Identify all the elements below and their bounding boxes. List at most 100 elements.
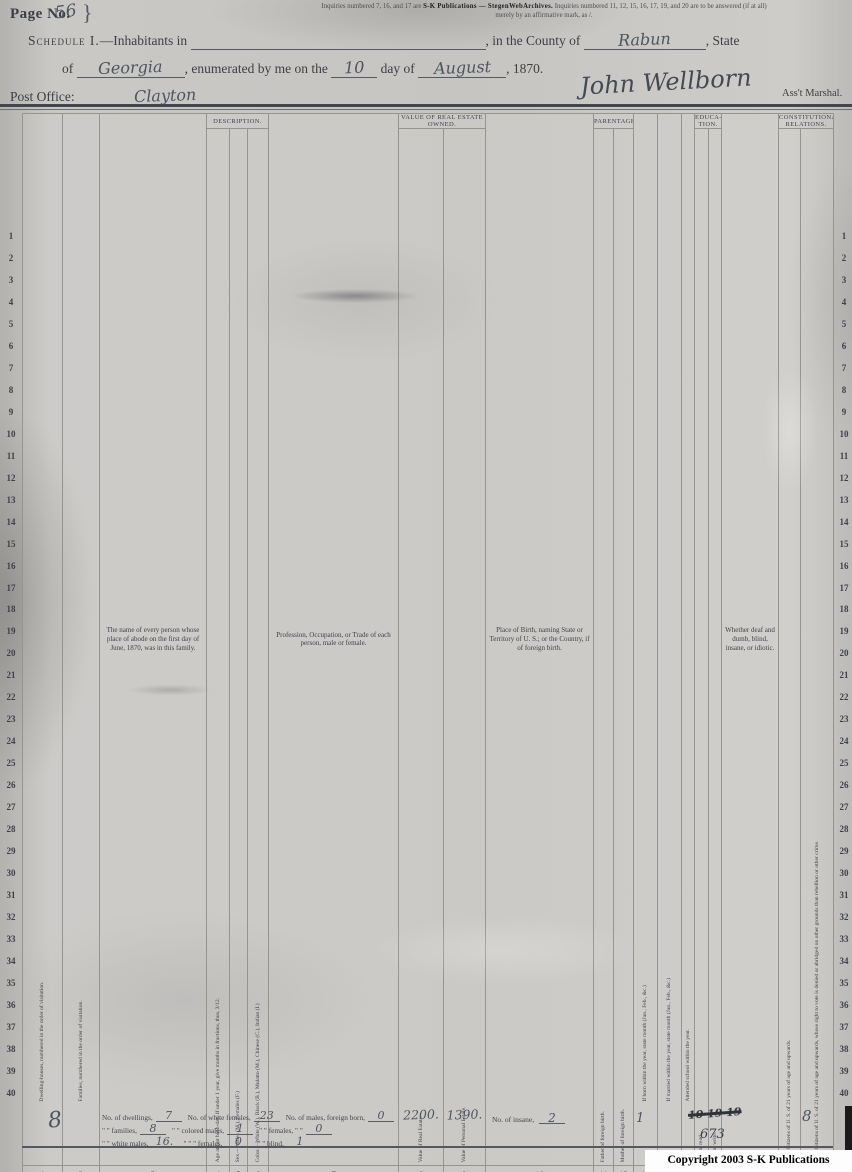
- footer-summary-line: No. of dwellings, 7 No. of white females, 2…: [102, 1110, 432, 1122]
- footer-grid-line: [22, 1105, 23, 1146]
- header-rule-2: [0, 109, 852, 110]
- column-heading-14: If married within the year, state month …: [657, 113, 683, 1166]
- month-blank: August: [418, 57, 507, 78]
- footer-grid-line: [613, 1105, 614, 1146]
- row-number: 28: [839, 824, 849, 835]
- group-heading-education: Educa-tion.: [694, 112, 723, 130]
- footer-grid-line: [778, 1105, 779, 1146]
- row-number: 31: [6, 890, 16, 901]
- row-number: 29: [6, 846, 16, 857]
- row-number: 21: [839, 670, 849, 681]
- row-number: 35: [839, 977, 849, 988]
- row-number: 8: [8, 384, 14, 395]
- footer-summary-value: 16.: [151, 1136, 178, 1148]
- row-number: 30: [839, 868, 849, 879]
- year-text: , 1870.: [506, 61, 544, 76]
- row-number: 36: [839, 999, 849, 1010]
- row-number: 39: [839, 1065, 849, 1076]
- column-heading-11: Father of foreign birth.: [593, 128, 615, 1166]
- footer-summary-label: No. of males, foreign born,: [285, 1113, 365, 1122]
- row-number: 22: [6, 692, 16, 703]
- row-number: 26: [6, 780, 16, 791]
- schedule-line: Schedule I.—Inhabitants in , in the Coun…: [28, 29, 848, 50]
- row-number: 2: [841, 252, 847, 263]
- footer-margin-mark: 8: [46, 1107, 64, 1134]
- footer-grid-line: [800, 1105, 801, 1146]
- row-number: 17: [6, 582, 16, 593]
- row-number: 33: [839, 934, 849, 944]
- row-number: 29: [839, 846, 849, 857]
- row-number: 9: [8, 406, 14, 417]
- day-of-label: day of: [380, 61, 415, 76]
- footer-grid-line: [633, 1105, 634, 1146]
- row-number: 28: [6, 824, 16, 835]
- enumerated-text: , enumerated by me on the: [184, 61, 328, 76]
- row-number: 5: [8, 318, 14, 329]
- day-value: 10: [343, 57, 365, 78]
- column-heading-1: Dwelling-houses, numbered in the order o…: [22, 113, 63, 1166]
- page-header: Page No. 56 } Inquiries numbered 7, 16, …: [0, 0, 852, 112]
- footer-grid-line: [721, 1105, 722, 1146]
- state-blank: Georgia: [76, 56, 185, 79]
- struck-scribble: 10 19 19: [687, 1105, 742, 1122]
- row-number: 13: [839, 494, 849, 505]
- row-number: 10: [6, 428, 16, 439]
- row-number: 6: [841, 340, 847, 351]
- footer-grid-line: [657, 1105, 658, 1146]
- row-number: 23: [839, 714, 849, 725]
- post-office-value: Clayton: [134, 84, 197, 107]
- row-number: 32: [839, 912, 849, 923]
- footer-grid-line: [443, 1105, 444, 1146]
- row-number: 3: [841, 274, 847, 285]
- month-value: August: [433, 57, 491, 78]
- row-number: 16: [6, 560, 16, 571]
- row-number: 22: [839, 692, 849, 703]
- footer-grid-line: [593, 1105, 594, 1146]
- brace-mark: }: [82, 0, 93, 25]
- row-number: 19: [6, 626, 16, 637]
- top-note-left: Inquiries numbered 7, 16, and 17 are: [321, 3, 422, 10]
- post-office-line: Post Office: Clayton: [10, 84, 253, 107]
- row-number: 4: [8, 296, 14, 307]
- footer-summary-value: 23: [253, 1110, 280, 1122]
- row-number: 7: [8, 362, 14, 373]
- row-number: 16: [839, 560, 849, 571]
- column-heading-3: The name of every person whose place of …: [99, 113, 207, 1166]
- county-blank: Rabun: [583, 29, 706, 50]
- eight-mark: 8: [802, 1107, 812, 1125]
- county-value: Rabun: [618, 29, 672, 50]
- row-number: 30: [6, 868, 16, 879]
- column-heading-2: Families, numbered in the order of visit…: [62, 113, 100, 1166]
- row-number: 37: [6, 1021, 16, 1032]
- column-heading-6: Color.—White (W.), Black (B.), Mulatto (…: [247, 128, 269, 1166]
- row-number: 40: [839, 1087, 849, 1098]
- row-number: 7: [841, 362, 847, 373]
- row-number: 23: [6, 714, 16, 725]
- schedule-line2: of Georgia , enumerated by me on the 10 d…: [62, 56, 544, 79]
- footer-grid-line: [708, 1105, 709, 1146]
- footer-summary-label: " " " females,: [183, 1139, 223, 1148]
- totals-footer: 8 No. of dwellings, 7 No. of white females…: [0, 1105, 852, 1172]
- footer-grid-line: [485, 1105, 486, 1146]
- schedule-text1: —Inhabitants in: [99, 33, 188, 48]
- row-number: 9: [841, 406, 847, 417]
- group-heading-parentage: Parentage.: [593, 112, 635, 130]
- group-heading-real_estate: Value of Real Estate Owned.: [397, 112, 487, 130]
- row-number: 32: [6, 912, 16, 923]
- copyright-notice: Copyright 2003 S-K Publications: [645, 1150, 852, 1172]
- right-row-numbers: 1 2 3 4 5 6 7 8 9 10 11 12 13 14 15 16 17 18 19 20 21 22 23 24 2…: [834, 226, 852, 1105]
- insane-label: No. of insane,: [492, 1115, 535, 1124]
- state-value: Georgia: [98, 56, 164, 79]
- column-heading-8: Value of Real Estate.: [398, 128, 444, 1166]
- footer-summary-line: " " white males, 16. " " " females, 0 " " bl…: [102, 1136, 432, 1148]
- publisher-watermark: S-K Publications — StegenWebArchives.: [423, 3, 554, 10]
- header-rule: [0, 104, 852, 107]
- schedule-text2: , in the County of: [485, 33, 581, 48]
- left-row-numbers: 1 2 3 4 5 6 7 8 9 10 11 12 13 14 15 16 17 18 19 20 21 22 23 24 2…: [1, 226, 21, 1105]
- row-number: 26: [839, 780, 849, 791]
- row-number: 8: [841, 384, 847, 395]
- row-number: 31: [839, 890, 849, 901]
- inhabitants-blank: [190, 33, 486, 50]
- row-number: 19: [839, 626, 849, 637]
- stray-tally-mark: 1: [636, 1111, 645, 1126]
